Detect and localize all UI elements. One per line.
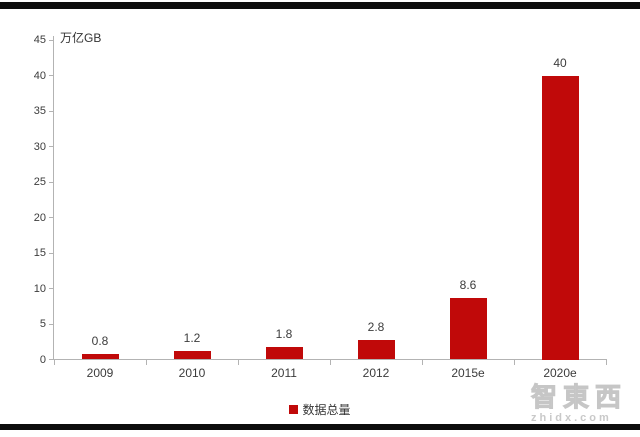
bar-value-label: 1.8 (275, 326, 293, 341)
x-tick-mark (514, 359, 515, 365)
y-tick-mark (49, 75, 53, 76)
y-tick-label: 30 (33, 140, 46, 153)
y-tick-mark (49, 323, 53, 325)
y-tick-mark (49, 359, 53, 360)
y-axis-line (53, 36, 54, 360)
y-tick-mark (49, 110, 53, 112)
bar (265, 346, 303, 360)
x-category-label: 2011 (271, 365, 297, 380)
x-tick-mark (54, 359, 55, 365)
y-tick-mark (49, 288, 53, 289)
bar-value-label: 1.2 (183, 330, 201, 345)
bar (173, 350, 211, 360)
legend-label: 数据总量 (302, 403, 351, 417)
bar (81, 353, 119, 360)
x-tick-mark (146, 359, 147, 365)
legend-swatch-icon (289, 405, 299, 414)
y-tick-label: 35 (33, 105, 46, 117)
y-tick-label: 15 (33, 247, 46, 259)
y-tick-label: 0 (39, 353, 46, 366)
x-category-label: 2012 (362, 365, 390, 380)
x-category-label: 2015e (451, 365, 485, 380)
y-tick-label: 25 (33, 176, 46, 188)
x-tick-mark (422, 359, 423, 365)
y-tick-label: 40 (33, 69, 46, 82)
bar (357, 339, 395, 360)
x-category-label: 2020e (543, 365, 577, 380)
bottom-border-bar (0, 424, 640, 430)
y-tick-label: 20 (33, 211, 46, 224)
y-tick-mark (49, 181, 53, 183)
y-tick-label: 5 (39, 318, 46, 330)
y-tick-mark (49, 39, 53, 41)
bar-value-label: 40 (553, 55, 567, 70)
bar-value-label: 0.8 (91, 333, 109, 348)
x-category-label: 2010 (178, 365, 206, 380)
y-tick-mark (49, 252, 53, 254)
bar (541, 75, 579, 360)
y-tick-mark (49, 146, 53, 147)
y-axis-unit-label: 万亿GB (60, 31, 102, 45)
bar-value-label: 2.8 (367, 319, 385, 334)
x-axis-line (50, 359, 607, 360)
y-tick-label: 45 (33, 34, 46, 46)
x-tick-mark (238, 359, 239, 365)
top-border-bar (0, 2, 640, 9)
x-category-label: 2009 (86, 365, 114, 380)
y-tick-label: 10 (33, 282, 46, 295)
y-tick-mark (49, 217, 53, 218)
x-tick-mark (330, 359, 331, 365)
legend: 数据总量 (0, 401, 640, 419)
bar (449, 298, 487, 360)
x-tick-mark (606, 359, 607, 365)
bar-value-label: 8.6 (459, 278, 477, 293)
